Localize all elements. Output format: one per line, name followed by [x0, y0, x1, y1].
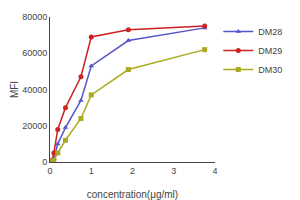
svg-text:1: 1: [89, 166, 94, 176]
svg-text:60000: 60000: [22, 48, 47, 58]
svg-text:0: 0: [47, 166, 52, 176]
svg-text:DM29: DM29: [258, 46, 282, 56]
svg-text:3: 3: [171, 166, 176, 176]
svg-text:DM28: DM28: [258, 27, 282, 37]
svg-text:4: 4: [212, 166, 217, 176]
svg-text:2: 2: [130, 166, 135, 176]
svg-text:20000: 20000: [22, 121, 47, 131]
svg-text:DM30: DM30: [258, 65, 282, 75]
svg-text:80000: 80000: [22, 12, 47, 22]
svg-text:MFI: MFI: [9, 81, 20, 98]
svg-text:40000: 40000: [22, 85, 47, 95]
svg-text:concentration(μg/ml): concentration(μg/ml): [87, 189, 178, 200]
svg-text:0: 0: [42, 157, 47, 167]
